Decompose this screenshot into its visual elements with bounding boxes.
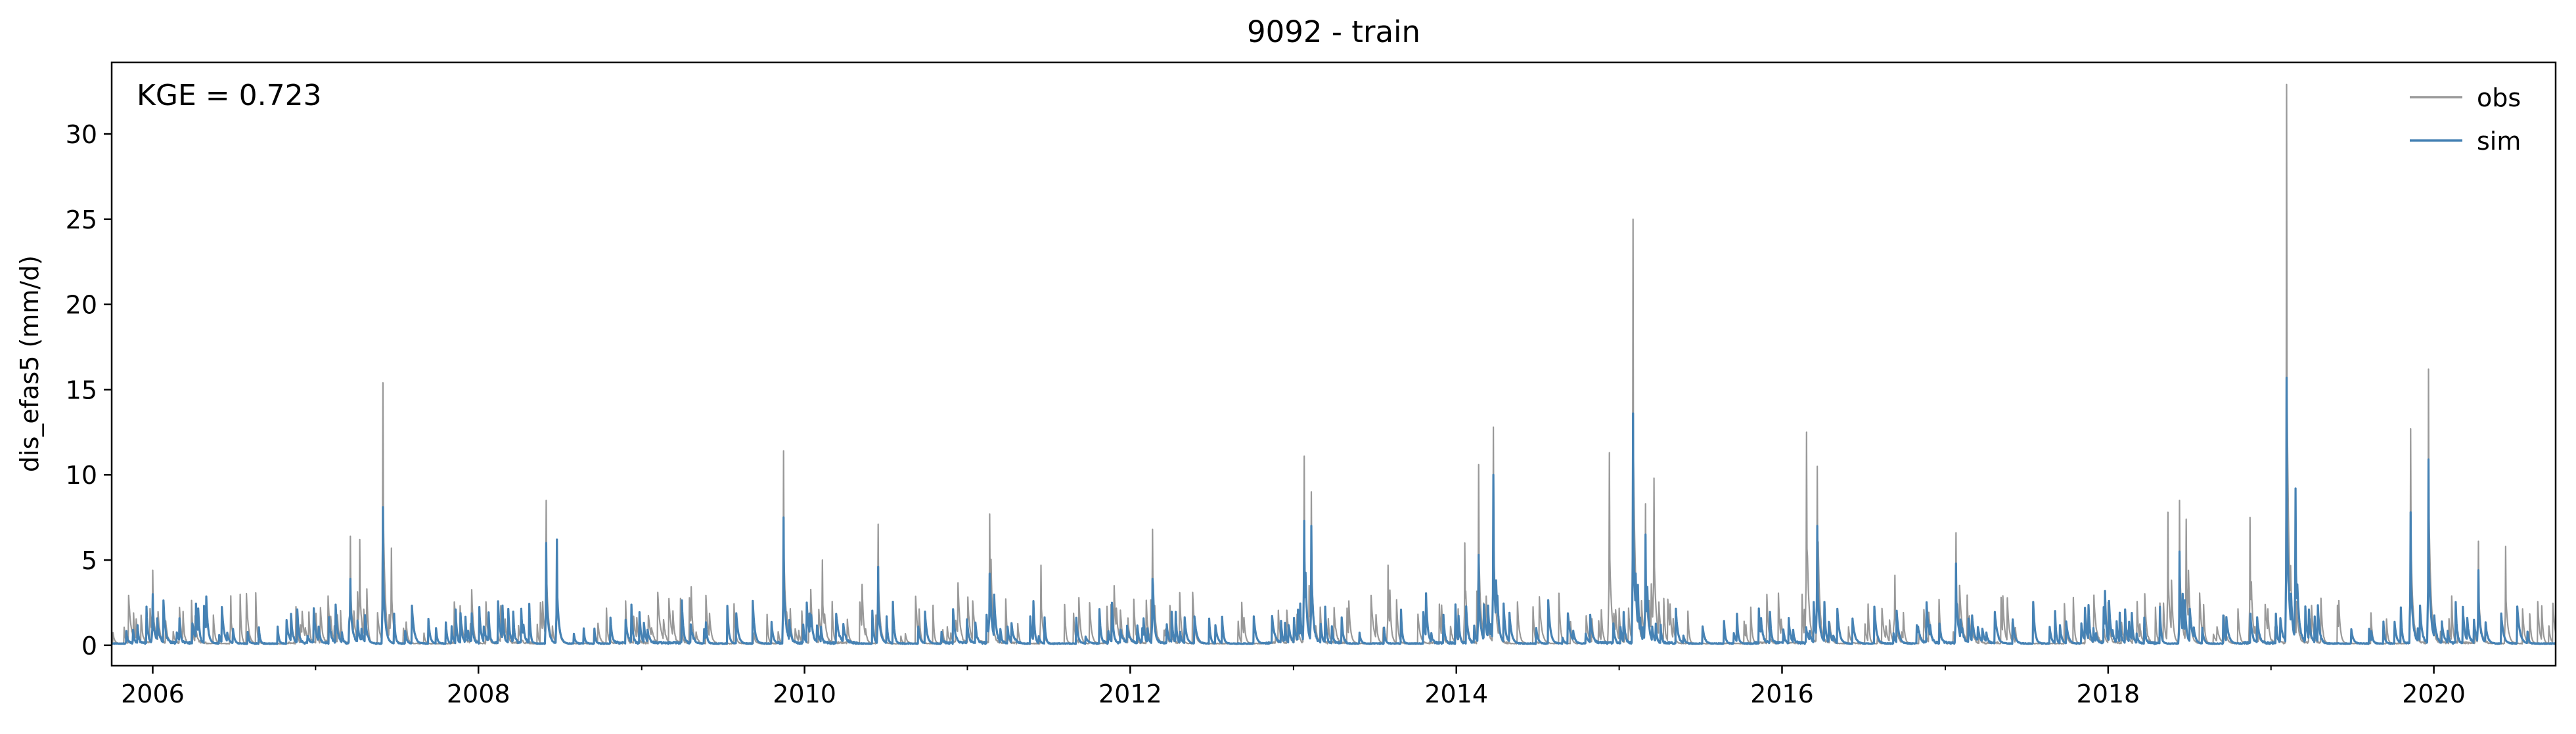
x-axis: 2006 2008 2010 2012 2014 2016 2018 2020 [121, 666, 2466, 708]
x-tick-label: 2010 [773, 680, 836, 708]
y-axis: 0 5 10 15 20 25 30 [66, 120, 112, 660]
y-tick-label: 30 [66, 120, 97, 149]
chart-title: 9092 - train [1247, 14, 1420, 49]
series-layer [112, 83, 2556, 645]
y-axis-label: dis_efas5 (mm/d) [15, 255, 44, 472]
legend-label-sim: sim [2477, 127, 2521, 156]
series-line-sim [112, 376, 2556, 645]
y-tick-label: 25 [66, 205, 97, 234]
x-tick-label: 2012 [1098, 680, 1162, 708]
x-tick-label: 2006 [121, 680, 185, 708]
x-tick-label: 2008 [447, 680, 510, 708]
legend-label-obs: obs [2477, 83, 2521, 112]
series-line-obs [112, 83, 2556, 645]
y-tick-label: 10 [66, 461, 97, 490]
y-tick-label: 20 [66, 291, 97, 320]
x-tick-label: 2014 [1424, 680, 1488, 708]
x-tick-label: 2020 [2402, 680, 2466, 708]
plot-frame [110, 61, 2557, 667]
y-tick-label: 15 [66, 376, 97, 404]
legend: obs sim [2410, 83, 2521, 156]
x-tick-label: 2016 [1750, 680, 1814, 708]
kge-annotation: KGE = 0.723 [137, 79, 322, 112]
x-tick-label: 2018 [2077, 680, 2140, 708]
y-tick-label: 0 [81, 632, 97, 660]
y-tick-label: 5 [81, 546, 97, 575]
